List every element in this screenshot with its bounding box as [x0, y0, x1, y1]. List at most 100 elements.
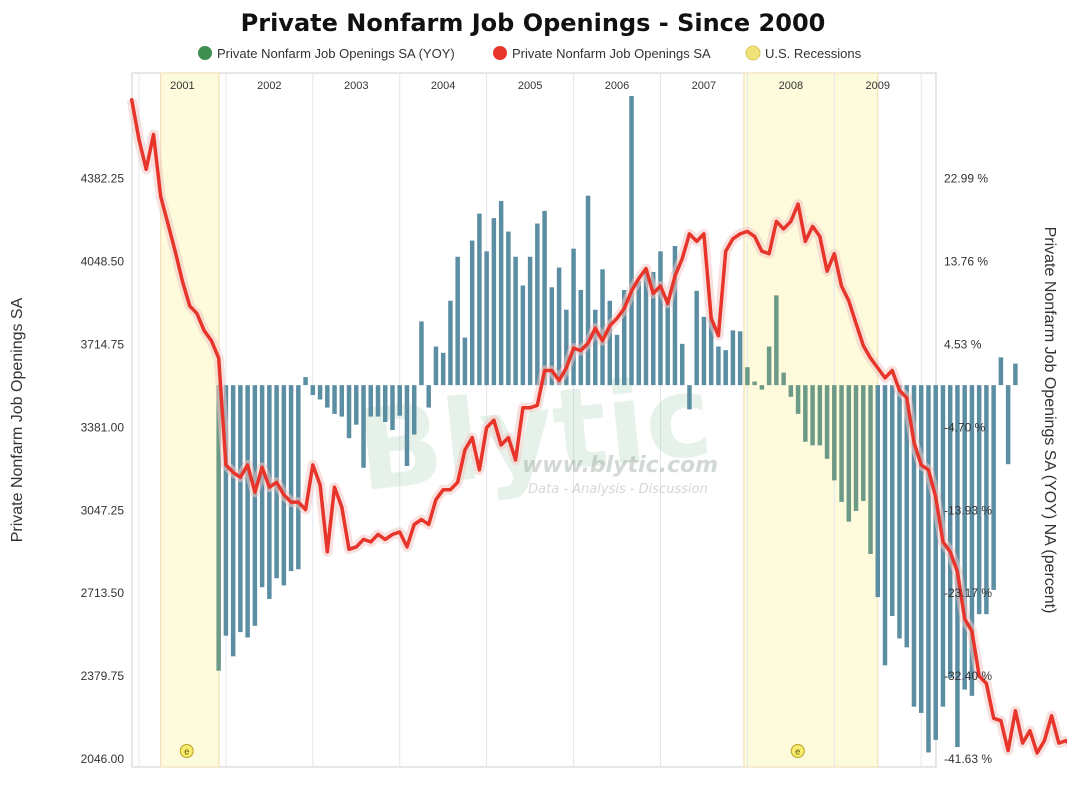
yoy-bar — [1013, 363, 1018, 386]
yoy-bar — [325, 385, 330, 408]
right-tick-label: -13.93 % — [944, 503, 992, 517]
left-tick-label: 4382.25 — [81, 172, 125, 186]
yoy-bar — [600, 269, 605, 386]
right-tick-label: -4.70 % — [944, 420, 986, 434]
year-labels: 2001 2002 2003 2004 2005 2006 2007 2008 2009 — [170, 80, 890, 92]
yoy-bar — [868, 385, 873, 554]
yoy-bar — [614, 334, 620, 386]
yoy-bar — [824, 385, 830, 459]
yoy-bar — [810, 385, 815, 446]
yoy-bar — [803, 385, 808, 442]
yoy-bar — [643, 268, 649, 386]
left-axis-title: Private Nonfarm Job Openings SA — [9, 297, 26, 542]
legend[interactable]: Private Nonfarm Job Openings SA (YOY) Pr… — [198, 45, 862, 61]
yoy-bar — [520, 285, 526, 386]
recession-marker[interactable]: e — [790, 744, 805, 758]
yoy-bar — [375, 385, 381, 417]
yoy-bar — [882, 385, 888, 666]
yoy-bar — [650, 272, 656, 386]
yoy-bar — [897, 385, 902, 639]
year-label: 2004 — [431, 80, 455, 92]
yoy-bar — [752, 381, 757, 386]
right-tick-label: 4.53 % — [944, 337, 982, 351]
legend-label-sa[interactable]: Private Nonfarm Job Openings SA — [512, 46, 711, 61]
chart-title: Private Nonfarm Job Openings - Since 200… — [241, 9, 826, 37]
yoy-bar — [448, 300, 453, 386]
yoy-bar — [238, 385, 243, 633]
yoy-bar — [346, 385, 352, 439]
left-tick-label: 2379.75 — [81, 669, 125, 683]
yoy-bar — [571, 248, 576, 386]
yoy-bar — [542, 210, 547, 386]
yoy-bar — [911, 385, 917, 707]
yoy-bar — [404, 385, 410, 466]
yoy-bar — [535, 223, 540, 386]
recession-marker-icon[interactable] — [790, 744, 805, 758]
yoy-bar — [527, 256, 533, 386]
yoy-bar — [875, 385, 881, 598]
yoy-bar — [679, 343, 685, 386]
yoy-bar — [759, 385, 765, 390]
yoy-bar — [593, 309, 598, 386]
yoy-bar — [933, 385, 938, 740]
year-label: 2003 — [344, 80, 368, 92]
year-label: 2009 — [866, 80, 890, 92]
recession-marker-text: e — [795, 747, 800, 757]
yoy-bar — [556, 267, 562, 386]
job-openings-line — [129, 97, 1067, 755]
yoy-bar — [991, 385, 996, 590]
yoy-bar — [832, 385, 837, 481]
legend-label-recessions[interactable]: U.S. Recessions — [765, 46, 862, 61]
left-tick-label: 3381.00 — [81, 420, 125, 434]
legend-label-yoy[interactable]: Private Nonfarm Job Openings SA (YOY) — [217, 46, 455, 61]
yoy-bar — [694, 290, 699, 386]
yoy-bar — [303, 377, 308, 386]
year-label: 2005 — [518, 80, 542, 92]
yoy-bar — [339, 385, 345, 417]
yoy-bar — [926, 385, 931, 753]
yoy-bar — [549, 287, 555, 386]
recession-marker[interactable]: e — [179, 744, 194, 758]
yoy-bar — [252, 385, 258, 626]
yoy-bar — [361, 385, 366, 468]
yoy-bar — [817, 385, 823, 446]
year-label: 2001 — [170, 80, 194, 92]
yoy-bar — [969, 385, 975, 696]
svg-text:www.blytic.com: www.blytic.com — [522, 453, 718, 478]
yoy-bar — [730, 330, 736, 386]
yoy-bar — [397, 385, 402, 416]
right-tick-label: -41.63 % — [944, 752, 992, 766]
yoy-bar — [484, 251, 489, 386]
year-label: 2006 — [605, 80, 629, 92]
legend-swatch-recessions — [745, 45, 761, 61]
recession-marker-text: e — [184, 747, 189, 757]
yoy-bar — [390, 385, 395, 431]
left-tick-label: 4048.50 — [81, 255, 125, 269]
recession-marker-icon[interactable] — [179, 744, 194, 758]
yoy-bar — [426, 385, 431, 408]
yoy-bar — [469, 240, 475, 386]
left-tick-label: 3714.75 — [81, 337, 125, 351]
yoy-bar — [890, 385, 895, 616]
yoy-bar — [455, 256, 460, 386]
yoy-bar — [976, 385, 982, 615]
yoy-bar — [491, 218, 497, 386]
yoy-bar — [230, 385, 236, 657]
yoy-bar — [629, 96, 634, 386]
yoy-bar — [795, 385, 801, 414]
recession-band — [160, 72, 220, 768]
yoy-bar — [585, 195, 591, 386]
yoy-bar — [839, 385, 844, 502]
yoy-bar — [701, 316, 707, 386]
yoy-bar — [774, 295, 779, 386]
yoy-bar — [781, 372, 786, 386]
line-series-sa — [126, 97, 1067, 758]
yoy-bar — [846, 385, 852, 522]
right-tick-label: 13.76 % — [944, 255, 988, 269]
yoy-bar — [766, 346, 772, 386]
right-axis-title: Private Nonfarm Job Openings SA (YOY) NA… — [1041, 227, 1058, 614]
yoy-bar — [513, 256, 518, 386]
yoy-bar — [296, 385, 301, 570]
